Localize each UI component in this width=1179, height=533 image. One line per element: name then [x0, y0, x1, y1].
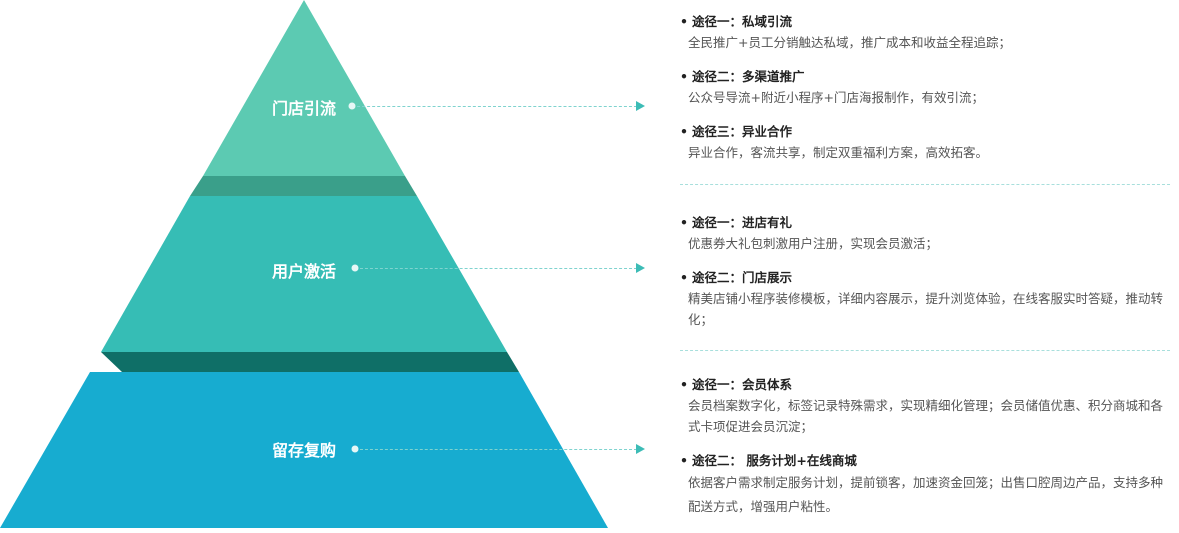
method-item: 途径二： 服务计划+在线商城依据客户需求制定服务计划，提前锁客，加速资金回笼；出… [680, 451, 1175, 519]
level-label-retention: 留存复购 [271, 441, 337, 460]
arrow-right-icon [636, 101, 645, 111]
pyramid-bottom-tier [0, 372, 608, 528]
method-title: 途径二： 服务计划+在线商城 [680, 451, 1175, 471]
method-item: 途径一：会员体系会员档案数字化，标签记录特殊需求，实现精细化管理；会员储值优惠、… [680, 375, 1175, 437]
level-label-traffic: 门店引流 [271, 99, 337, 118]
connector-dot [351, 264, 359, 272]
method-desc: 会员档案数字化，标签记录特殊需求，实现精细化管理；会员储值优惠、积分商城和各式卡… [688, 398, 1164, 434]
connector-line [352, 106, 637, 107]
pyramid-middle-tier [101, 196, 507, 352]
connector-line [355, 449, 637, 450]
pyramid-top-shadow [190, 176, 417, 196]
method-title: 途径二：门店展示 [680, 268, 1175, 288]
connector-dot [351, 445, 359, 453]
arrow-right-icon [636, 444, 645, 454]
method-desc: 精美店铺小程序装修模板，详细内容展示，提升浏览体验，在线客服实时答疑，推动转化； [688, 291, 1164, 327]
method-title: 途径一：私域引流 [680, 12, 1175, 32]
retention-methods: 途径一：会员体系会员档案数字化，标签记录特殊需求，实现精细化管理；会员储值优惠、… [680, 375, 1175, 533]
connector-dot [348, 102, 356, 110]
pyramid-middle-shadow [101, 352, 519, 372]
method-title: 途径二：多渠道推广 [680, 67, 1175, 87]
method-desc: 优惠券大礼包刺激用户注册，实现会员激活； [688, 236, 939, 251]
pyramid [0, 0, 608, 528]
divider [680, 184, 1170, 185]
level-label-activation: 用户激活 [271, 262, 337, 281]
arrow-right-icon [636, 263, 645, 273]
method-desc: 公众号导流+附近小程序+门店海报制作，有效引流； [688, 90, 984, 105]
method-title: 途径三：异业合作 [680, 122, 1175, 142]
method-title: 途径一：进店有礼 [680, 213, 1175, 233]
method-desc: 异业合作，客流共享，制定双重福利方案，高效拓客。 [688, 145, 989, 160]
method-desc: 依据客户需求制定服务计划，提前锁客，加速资金回笼；出售口腔周边产品，支持多种配送… [688, 475, 1164, 514]
method-item: 途径二：门店展示精美店铺小程序装修模板，详细内容展示，提升浏览体验，在线客服实时… [680, 268, 1175, 330]
pyramid-top-tier [203, 0, 405, 176]
method-title: 途径一：会员体系 [680, 375, 1175, 395]
divider [680, 350, 1170, 351]
connector-line [355, 268, 637, 269]
method-desc: 全民推广+员工分销触达私域，推广成本和收益全程追踪； [688, 35, 1011, 50]
